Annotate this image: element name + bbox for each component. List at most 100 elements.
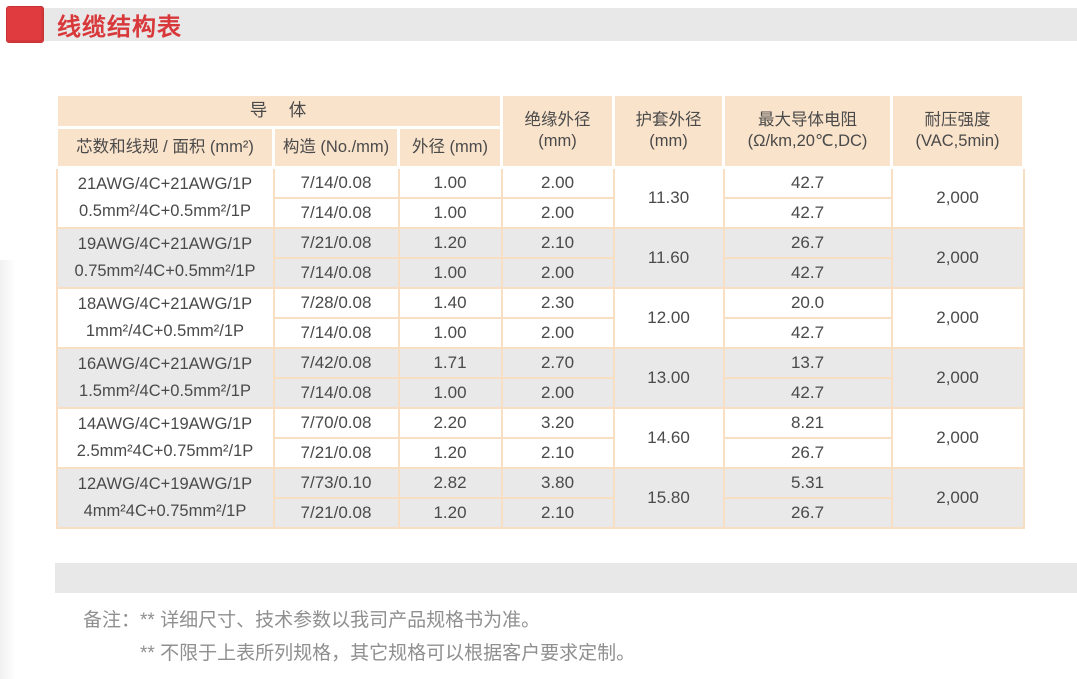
jacket-od-cell: 11.60 xyxy=(612,226,725,289)
jacket-od-cell: 15.80 xyxy=(612,466,725,529)
header-construction: 构造 (No./mm) xyxy=(272,126,400,169)
table-row: 7/14/0.08 1.00 2.00 42.7 xyxy=(57,316,1024,349)
remark-line: ** 详细尺寸、技术参数以我司产品规格书为准。 xyxy=(140,610,541,631)
conductor-od-cell: 1.20 xyxy=(397,436,503,469)
table-row: 7/21/0.08 1.20 2.10 26.7 xyxy=(57,496,1024,529)
voltage-cell: 2,000 xyxy=(890,406,1025,469)
construction-cell: 7/28/0.08 xyxy=(272,286,400,319)
remarks-label: 备注： xyxy=(83,610,141,631)
construction-cell: 7/70/0.08 xyxy=(272,406,400,439)
resistance-cell: 5.31 xyxy=(722,466,893,499)
header-max-resistance: 最大导体电阻 (Ω/km,20℃,DC) xyxy=(722,93,894,169)
table-row: 7/21/0.08 1.20 2.10 26.7 xyxy=(57,436,1024,469)
table-row: 7/14/0.08 1.00 2.00 42.7 xyxy=(57,376,1024,409)
insulation-od-cell: 2.10 xyxy=(500,496,615,529)
conductor-od-cell: 1.20 xyxy=(397,226,503,259)
insulation-od-cell: 2.00 xyxy=(500,316,615,349)
resistance-cell: 42.7 xyxy=(722,376,893,409)
construction-cell: 7/21/0.08 xyxy=(272,496,400,529)
page-title: 线缆结构表 xyxy=(57,14,182,41)
voltage-cell: 2,000 xyxy=(890,346,1025,409)
insulation-od-cell: 2.30 xyxy=(500,286,615,319)
red-square-bullet-icon xyxy=(6,6,44,43)
construction-cell: 7/14/0.08 xyxy=(272,166,400,199)
spec-cell: 12AWG/4C+19AWG/1P 4mm²4C+0.75mm²/1P xyxy=(55,466,275,529)
conductor-od-cell: 1.40 xyxy=(397,286,503,319)
insulation-od-cell: 3.80 xyxy=(500,466,615,499)
construction-cell: 7/14/0.08 xyxy=(272,196,400,229)
resistance-cell: 20.0 xyxy=(722,286,893,319)
header-row-sub: 芯数和线规 / 面积 (mm²) 构造 (No./mm) 外径 (mm) xyxy=(55,126,1024,169)
construction-cell: 7/21/0.08 xyxy=(272,226,400,259)
table-row: 21AWG/4C+21AWG/1P 0.5mm²/4C+0.5mm²/1P 7/1… xyxy=(55,166,1025,229)
voltage-cell: 2,000 xyxy=(890,286,1025,349)
resistance-cell: 42.7 xyxy=(722,256,893,289)
conductor-od-cell: 1.20 xyxy=(397,496,503,529)
voltage-cell: 2,000 xyxy=(890,466,1025,529)
remarks-lines: ** 详细尺寸、技术参数以我司产品规格书为准。 ** 不限于上表所列规格，其它规… xyxy=(140,605,1057,670)
jacket-od-cell: 13.00 xyxy=(612,346,725,409)
conductor-od-cell: 1.71 xyxy=(397,346,503,379)
page-edge-shadow xyxy=(0,260,16,679)
table-header: 导 体 绝缘外径 (mm) 护套外径 (mm) 最大导体电阻 (Ω/km,20℃… xyxy=(54,93,1026,169)
construction-cell: 7/21/0.08 xyxy=(272,436,400,469)
remark-line: ** 不限于上表所列规格，其它规格可以根据客户要求定制。 xyxy=(140,642,636,664)
resistance-cell: 13.7 xyxy=(722,346,893,379)
table-row: 16AWG/4C+21AWG/1P 1.5mm²/4C+0.5mm²/1P 7/4… xyxy=(55,346,1025,409)
conductor-od-cell: 1.00 xyxy=(397,256,503,289)
jacket-od-cell: 12.00 xyxy=(612,286,725,349)
insulation-od-cell: 2.70 xyxy=(500,346,615,379)
insulation-od-cell: 3.20 xyxy=(500,406,615,439)
insulation-od-cell: 2.10 xyxy=(500,226,615,259)
construction-cell: 7/73/0.10 xyxy=(272,466,400,499)
conductor-od-cell: 1.00 xyxy=(397,376,503,409)
resistance-cell: 26.7 xyxy=(722,226,893,259)
header-insulation-od: 绝缘外径 (mm) xyxy=(500,93,616,169)
construction-cell: 7/14/0.08 xyxy=(272,316,400,349)
resistance-cell: 8.21 xyxy=(722,406,893,439)
bottom-divider-bar xyxy=(55,563,1077,593)
table-row: 19AWG/4C+21AWG/1P 0.75mm²/4C+0.5mm²/1P 7/… xyxy=(55,226,1025,289)
voltage-cell: 2,000 xyxy=(890,226,1025,289)
construction-cell: 7/14/0.08 xyxy=(272,256,400,289)
conductor-od-cell: 1.00 xyxy=(397,196,503,229)
header-conductor-od: 外径 (mm) xyxy=(396,126,504,169)
header-row-group: 导 体 绝缘外径 (mm) 护套外径 (mm) 最大导体电阻 (Ω/km,20℃… xyxy=(54,93,1026,169)
spec-cell: 21AWG/4C+21AWG/1P 0.5mm²/4C+0.5mm²/1P xyxy=(55,166,275,229)
jacket-od-cell: 11.30 xyxy=(612,166,725,229)
conductor-od-cell: 2.20 xyxy=(397,406,503,439)
header-core-spec: 芯数和线规 / 面积 (mm²) xyxy=(55,126,275,169)
table-row: 18AWG/4C+21AWG/1P 1mm²/4C+0.5mm²/1P 7/28/… xyxy=(55,286,1025,349)
resistance-cell: 42.7 xyxy=(722,196,893,229)
voltage-cell: 2,000 xyxy=(890,166,1025,229)
insulation-od-cell: 2.00 xyxy=(500,376,615,409)
resistance-cell: 26.7 xyxy=(722,436,893,469)
header-jacket-od: 护套外径 (mm) xyxy=(612,93,726,169)
construction-cell: 7/42/0.08 xyxy=(272,346,400,379)
cable-structure-table: 导 体 绝缘外径 (mm) 护套外径 (mm) 最大导体电阻 (Ω/km,20℃… xyxy=(54,93,1026,529)
resistance-cell: 26.7 xyxy=(722,496,893,529)
spec-cell: 14AWG/4C+19AWG/1P 2.5mm²4C+0.75mm²/1P xyxy=(55,406,275,469)
table-row: 7/14/0.08 1.00 2.00 42.7 xyxy=(57,196,1024,229)
table-row: 12AWG/4C+19AWG/1P 4mm²4C+0.75mm²/1P 7/73/… xyxy=(55,466,1025,529)
spec-cell: 16AWG/4C+21AWG/1P 1.5mm²/4C+0.5mm²/1P xyxy=(55,346,275,409)
table-row: 7/14/0.08 1.00 2.00 42.7 xyxy=(57,256,1024,289)
resistance-cell: 42.7 xyxy=(722,166,893,199)
insulation-od-cell: 2.00 xyxy=(500,196,615,229)
header-voltage-strength: 耐压强度 (VAC,5min) xyxy=(890,93,1026,169)
construction-cell: 7/14/0.08 xyxy=(272,376,400,409)
conductor-od-cell: 2.82 xyxy=(397,466,503,499)
resistance-cell: 42.7 xyxy=(722,316,893,349)
conductor-od-cell: 1.00 xyxy=(397,166,503,199)
section-title-bar: 线缆结构表 xyxy=(6,6,1077,43)
spec-cell: 18AWG/4C+21AWG/1P 1mm²/4C+0.5mm²/1P xyxy=(55,286,275,349)
insulation-od-cell: 2.00 xyxy=(500,256,615,289)
insulation-od-cell: 2.00 xyxy=(500,166,615,199)
conductor-od-cell: 1.00 xyxy=(397,316,503,349)
remarks: 备注： ** 详细尺寸、技术参数以我司产品规格书为准。 ** 不限于上表所列规格… xyxy=(83,605,1057,670)
table-body: 21AWG/4C+21AWG/1P 0.5mm²/4C+0.5mm²/1P 7/1… xyxy=(55,166,1025,529)
header-conductor-group: 导 体 xyxy=(54,93,504,129)
table-row: 14AWG/4C+19AWG/1P 2.5mm²4C+0.75mm²/1P 7/7… xyxy=(55,406,1025,469)
jacket-od-cell: 14.60 xyxy=(612,406,725,469)
spec-cell: 19AWG/4C+21AWG/1P 0.75mm²/4C+0.5mm²/1P xyxy=(55,226,275,289)
